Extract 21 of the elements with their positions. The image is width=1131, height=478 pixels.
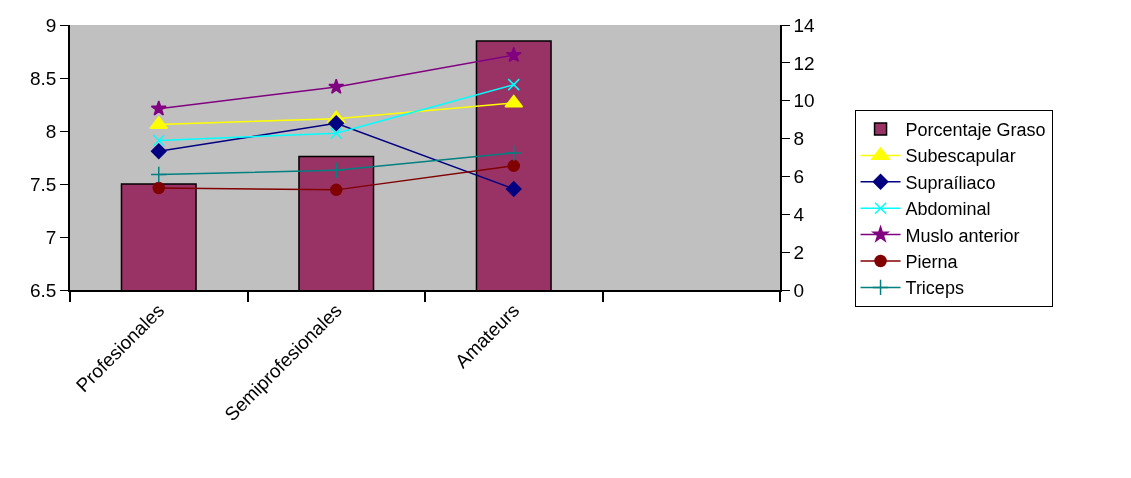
y-tick-label: 9: [45, 14, 57, 36]
legend-label: Subescapular: [905, 146, 1016, 167]
y-tick-label: 8.5: [30, 67, 57, 89]
legend-label: Triceps: [905, 278, 964, 299]
y2-tick-label: 10: [793, 90, 815, 112]
y-tick-label: 6.5: [30, 279, 57, 301]
y2-tick-label: 0: [793, 279, 805, 301]
legend-label: Abdominal: [905, 199, 991, 220]
legend-label: Supraíliaco: [905, 172, 996, 193]
y2-tick-label: 12: [793, 52, 815, 74]
y-tick-label: 7: [45, 226, 57, 248]
y-tick-label: 8: [45, 120, 57, 142]
y2-tick-label: 8: [793, 128, 805, 150]
y2-tick-label: 4: [793, 203, 805, 225]
legend-label: Porcentaje Graso: [905, 120, 1046, 141]
legend-label: Muslo anterior: [905, 225, 1020, 246]
y2-tick-label: 14: [793, 14, 816, 36]
y2-tick-label: 2: [793, 241, 805, 263]
y2-tick-label: 6: [793, 166, 805, 188]
y-tick-label: 7.5: [30, 173, 57, 195]
legend-label: Pierna: [905, 252, 959, 273]
